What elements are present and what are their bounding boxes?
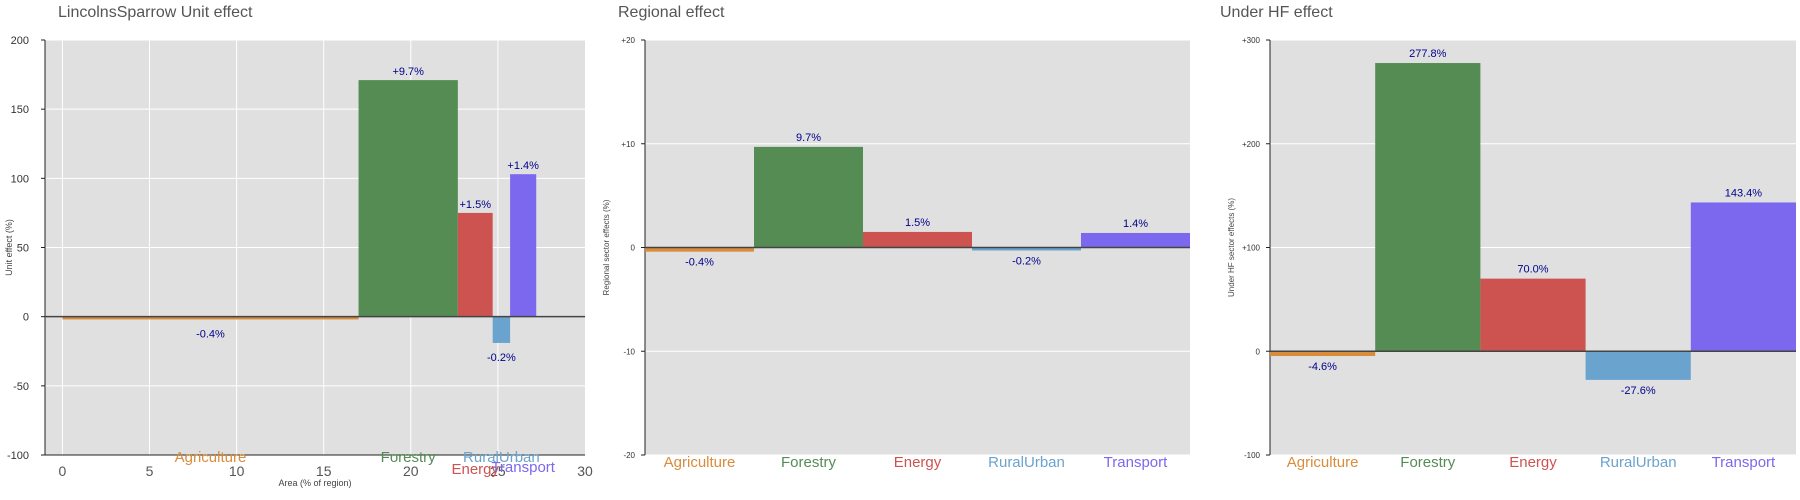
chart-title: Under HF effect [1220, 4, 1333, 21]
value-label: +9.7% [392, 66, 424, 78]
category-label-transport: Transport [1712, 454, 1776, 471]
bar-transport [1690, 202, 1796, 352]
value-label: -0.4% [685, 257, 714, 269]
y-tick-label: -10 [623, 347, 635, 356]
value-label: 1.4% [1123, 218, 1148, 230]
category-label-agriculture: Agriculture [175, 449, 247, 466]
value-label: 143.4% [1725, 187, 1763, 199]
value-label: -27.6% [1621, 385, 1656, 397]
unit-effect-panel: LincolnsSparrow Unit effect -100 -50 0 50 10… [0, 0, 600, 500]
bar-forestry [754, 146, 863, 248]
value-label: 9.7% [796, 132, 821, 144]
regional-effect-chart: -20 -10 0 +10 +20 -0.4% Agriculture 9.7% Forestr… [602, 36, 1190, 471]
category-label-ruralurban: RuralUrban [463, 449, 540, 466]
category-label-forestry: Forestry [1400, 454, 1456, 471]
value-label: -0.2% [1012, 256, 1041, 268]
category-label-energy: Energy [1509, 454, 1557, 471]
x-tick-label: 5 [146, 463, 154, 479]
x-tick-label: 25 [490, 463, 506, 479]
y-tick-label: 0 [23, 312, 29, 324]
bar-forestry [1375, 63, 1481, 352]
category-label-energy: Energy [894, 454, 942, 471]
bar-energy [457, 212, 493, 317]
under-hf-effect-panel: Under HF effect -100 0 +100 +200 +300 -4.6% Ag… [1200, 0, 1800, 500]
y-tick-label: 200 [11, 35, 29, 47]
category-label-agriculture: Agriculture [1287, 454, 1359, 471]
value-label: 277.8% [1409, 48, 1447, 60]
category-label-ruralurban: RuralUrban [1600, 454, 1677, 471]
category-label-agriculture: Agriculture [664, 454, 736, 471]
value-label: -0.4% [196, 328, 225, 340]
x-tick-label: 20 [403, 463, 419, 479]
category-label-transport: Transport [491, 459, 555, 476]
category-label-energy: Energy [451, 461, 499, 478]
regional-effect-panel: Regional effect -20 -10 0 +10 +20 -0.4% Agricu… [600, 0, 1200, 500]
y-tick-label: -50 [13, 381, 29, 393]
y-tick-label: 0 [631, 244, 636, 253]
y-tick-label: 50 [17, 243, 29, 255]
category-label-forestry: Forestry [381, 449, 437, 466]
bar-transport [510, 174, 537, 317]
bar-transport [1081, 232, 1190, 248]
bar-agriculture [62, 316, 359, 320]
bar-ruralurban [1585, 351, 1691, 380]
x-tick-label: 10 [229, 463, 245, 479]
bar-energy [1480, 278, 1586, 352]
y-tick-label: +100 [1242, 244, 1261, 253]
y-tick-label: 150 [11, 104, 29, 116]
value-label: 1.5% [905, 217, 930, 229]
category-label-transport: Transport [1104, 454, 1168, 471]
x-tick-label: 15 [316, 463, 332, 479]
category-label-forestry: Forestry [781, 454, 837, 471]
x-tick-label: 30 [577, 463, 593, 479]
y-tick-label: -100 [7, 450, 29, 462]
under-hf-effect-chart: -100 0 +100 +200 +300 -4.6% Agriculture 277.8% F… [1227, 36, 1796, 471]
bar-forestry [358, 80, 458, 317]
y-tick-label: +300 [1242, 36, 1261, 45]
category-label-ruralurban: RuralUrban [988, 454, 1065, 471]
y-tick-label: -20 [623, 451, 635, 460]
y-tick-label: 100 [11, 173, 29, 185]
y-axis-label: Unit effect (%) [4, 219, 14, 276]
y-tick-label: 0 [1256, 347, 1261, 356]
x-axis-label: Area (% of region) [278, 478, 351, 488]
y-tick-label: -100 [1244, 451, 1261, 460]
y-tick-label: +20 [621, 36, 635, 45]
y-axis-label: Under HF sector effects (%) [1227, 198, 1236, 297]
y-tick-label: +200 [1242, 140, 1261, 149]
bar-ruralurban [492, 316, 511, 343]
value-label: -0.2% [487, 352, 516, 364]
value-label: +1.5% [460, 199, 492, 211]
bar-agriculture [1270, 351, 1376, 357]
value-label: 70.0% [1517, 264, 1548, 276]
chart-title: LincolnsSparrow Unit effect [58, 4, 253, 21]
x-tick-label: 0 [59, 463, 67, 479]
value-label: +1.4% [507, 160, 539, 172]
y-tick-label: +10 [621, 140, 635, 149]
chart-title: Regional effect [618, 4, 725, 21]
bar-energy [863, 231, 972, 248]
bar-ruralurban [972, 247, 1081, 251]
value-label: -4.6% [1308, 361, 1337, 373]
y-axis-label: Regional sector effects (%) [602, 199, 611, 295]
unit-effect-chart: -100 -50 0 50 100 150 200 0 5 10 15 20 25 30 -0.4% Agri… [4, 35, 593, 488]
bar-agriculture [645, 247, 754, 252]
